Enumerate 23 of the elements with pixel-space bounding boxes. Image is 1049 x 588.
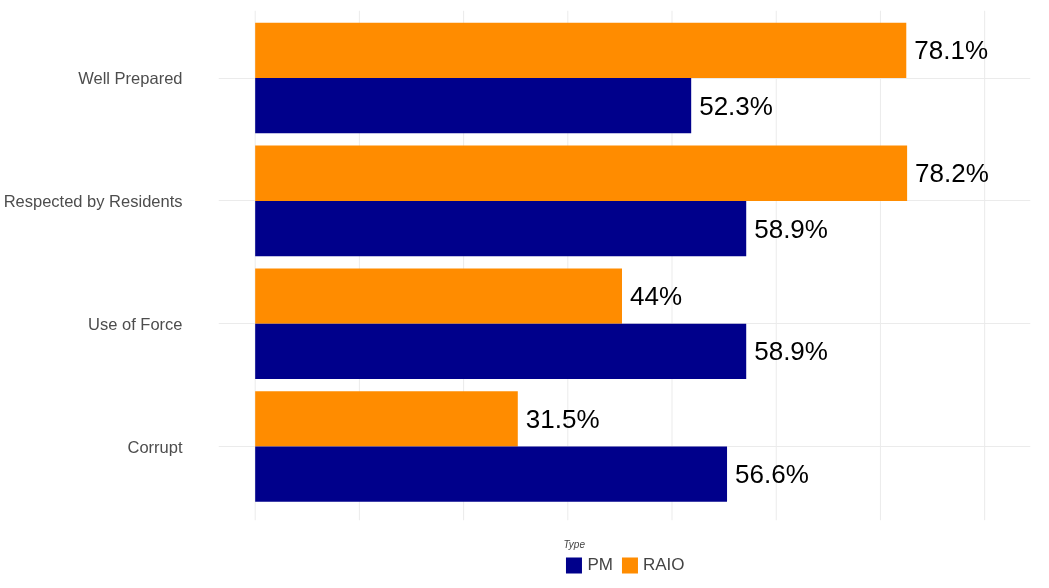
data-label: 44% — [630, 281, 683, 312]
legend-label: PM — [587, 555, 613, 575]
bar — [255, 200, 747, 257]
data-label: 78.2% — [915, 158, 989, 189]
data-label: 78.1% — [914, 35, 989, 66]
data-label: 58.9% — [754, 336, 828, 367]
bar — [255, 145, 908, 201]
data-label: 31.5% — [525, 403, 600, 434]
data-label: 58.9% — [754, 213, 828, 244]
y-tick-label: Well Prepared — [78, 69, 183, 88]
bar — [255, 391, 518, 447]
data-label: 52.3% — [699, 90, 773, 121]
bar — [255, 268, 622, 324]
y-tick-label: Corrupt — [127, 437, 183, 456]
bar — [255, 78, 692, 134]
data-label: 56.6% — [735, 459, 809, 490]
y-tick-label: Use of Force — [88, 314, 183, 333]
legend-label: RAIO — [642, 555, 685, 575]
bar — [255, 22, 907, 79]
y-tick-label: Respected by Residents — [3, 191, 183, 210]
legend-title: Type — [563, 539, 586, 550]
bar — [255, 446, 728, 502]
bar — [255, 323, 747, 379]
